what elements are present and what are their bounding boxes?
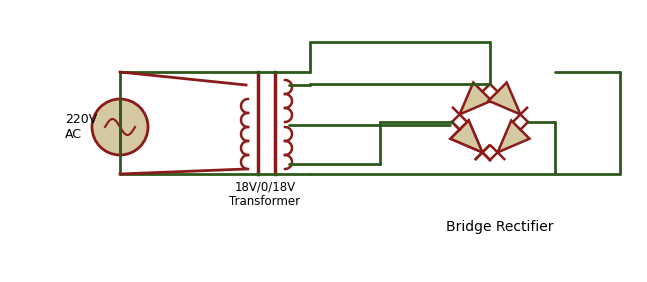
Polygon shape bbox=[450, 120, 483, 152]
Text: 18V/0/18V
Transformer: 18V/0/18V Transformer bbox=[230, 180, 301, 208]
Polygon shape bbox=[498, 120, 529, 152]
Polygon shape bbox=[488, 82, 520, 114]
Polygon shape bbox=[459, 82, 492, 114]
Circle shape bbox=[92, 99, 148, 155]
Polygon shape bbox=[450, 120, 483, 152]
Text: Bridge Rectifier: Bridge Rectifier bbox=[446, 220, 554, 234]
Text: 220V
AC: 220V AC bbox=[65, 113, 97, 141]
